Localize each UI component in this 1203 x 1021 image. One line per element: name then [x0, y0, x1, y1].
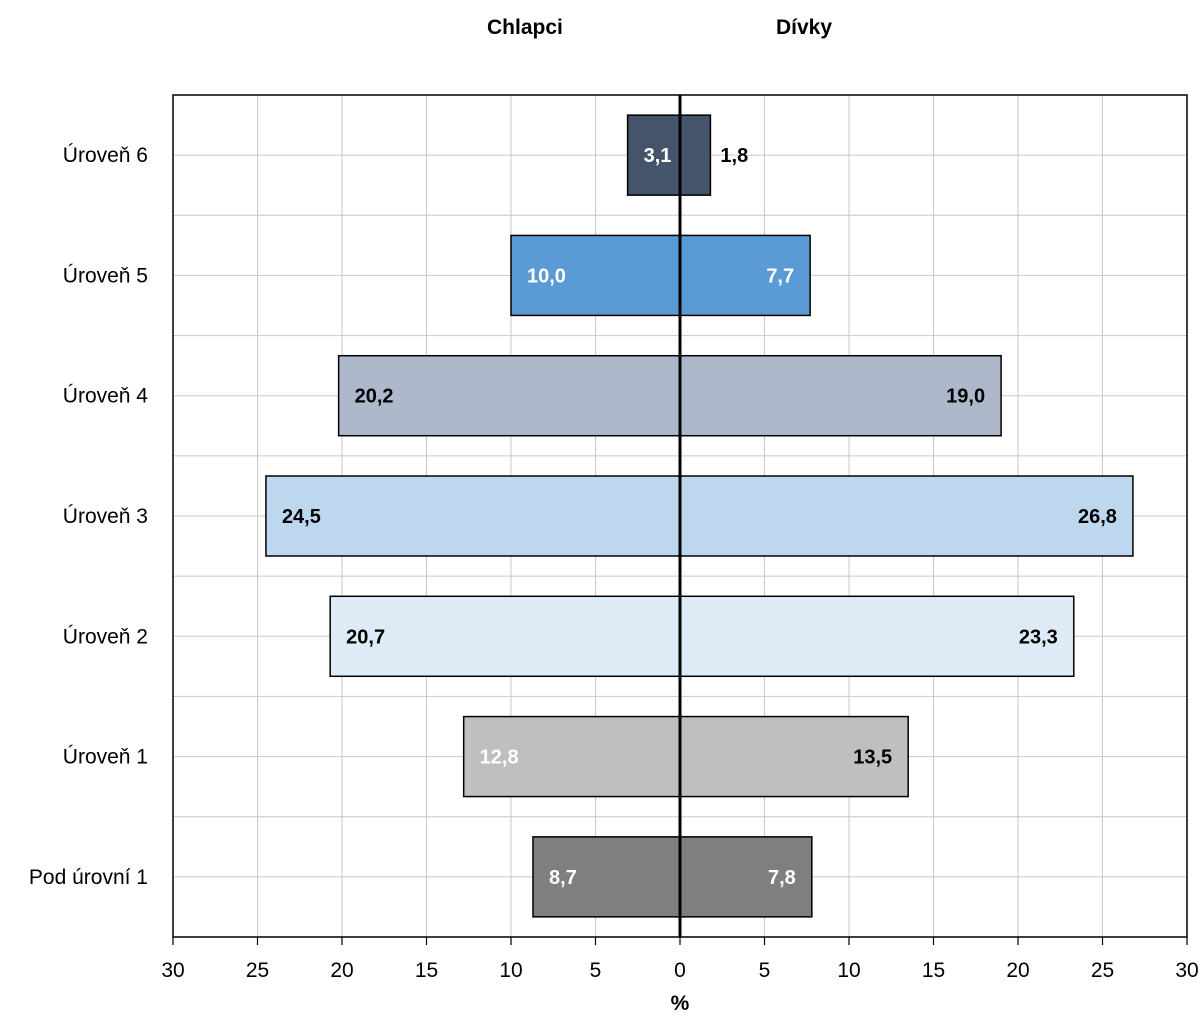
bar-girls [679, 114, 712, 196]
category-label: Úroveň 5 [63, 264, 148, 287]
x-tick-label: 25 [246, 959, 269, 982]
data-label-boys: 12,8 [480, 747, 519, 769]
category-label: Úroveň 2 [63, 625, 148, 648]
bar-girls [679, 595, 1075, 678]
category-label: Úroveň 1 [63, 746, 148, 769]
data-label-girls: 23,3 [1019, 626, 1058, 648]
x-tick-label: 0 [674, 959, 686, 982]
x-tick-label: 15 [415, 959, 438, 982]
data-label-boys: 20,2 [355, 386, 394, 408]
x-tick-label: 10 [499, 959, 522, 982]
bars-group [265, 114, 1134, 918]
bar-boys [462, 715, 681, 798]
data-label-girls: 7,7 [766, 265, 794, 287]
bar-boys [510, 234, 681, 317]
bar-boys [329, 595, 681, 678]
bar-boys [337, 354, 681, 437]
x-tick-label: 25 [1091, 959, 1114, 982]
bar-girls [679, 715, 909, 798]
bar-boys [265, 475, 681, 557]
x-tick-label: 20 [1006, 959, 1029, 982]
category-label: Úroveň 6 [63, 144, 148, 167]
x-axis: 30 25 20 15 10 5 0 5 10 15 20 25 30 [161, 937, 1199, 982]
x-tick-label: 10 [837, 959, 860, 982]
category-label: Úroveň 3 [63, 505, 148, 528]
data-label-girls: 7,8 [768, 867, 796, 889]
x-tick-label: 30 [161, 959, 184, 982]
x-tick-label: 5 [759, 959, 771, 982]
bar-girls [679, 234, 811, 317]
bar-girls [679, 836, 813, 918]
data-label-boys: 3,1 [644, 145, 672, 167]
bar-boys [532, 836, 681, 918]
bar-boys [626, 114, 681, 196]
data-label-boys: 10,0 [527, 265, 566, 287]
bar-girls [679, 354, 1002, 437]
data-label-girls: 26,8 [1078, 506, 1117, 528]
bar-girls [679, 475, 1134, 557]
category-label: Úroveň 4 [63, 385, 149, 408]
data-label-girls: 13,5 [853, 747, 892, 769]
series-header-girls: Dívky [776, 16, 833, 39]
data-label-boys: 20,7 [346, 626, 385, 648]
series-header-boys: Chlapci [487, 16, 563, 39]
x-tick-label: 20 [330, 959, 353, 982]
data-label-girls: 19,0 [946, 386, 985, 408]
data-label-girls: 1,8 [720, 145, 748, 167]
data-label-boys: 8,7 [549, 867, 577, 889]
category-label: Pod úrovní 1 [29, 866, 148, 889]
category-labels: Úroveň 6 Úroveň 5 Úroveň 4 Úroveň 3 Úroveň 2… [29, 144, 148, 889]
x-tick-label: 30 [1175, 959, 1198, 982]
x-tick-label: 15 [922, 959, 945, 982]
x-tick-label: 5 [590, 959, 602, 982]
data-label-boys: 24,5 [282, 506, 321, 528]
data-labels: 3,1 1,8 10,0 7,7 20,2 19,0 24,5 26,8 20,7 23,3 12,… [282, 145, 1117, 889]
x-axis-title: % [671, 992, 690, 1015]
